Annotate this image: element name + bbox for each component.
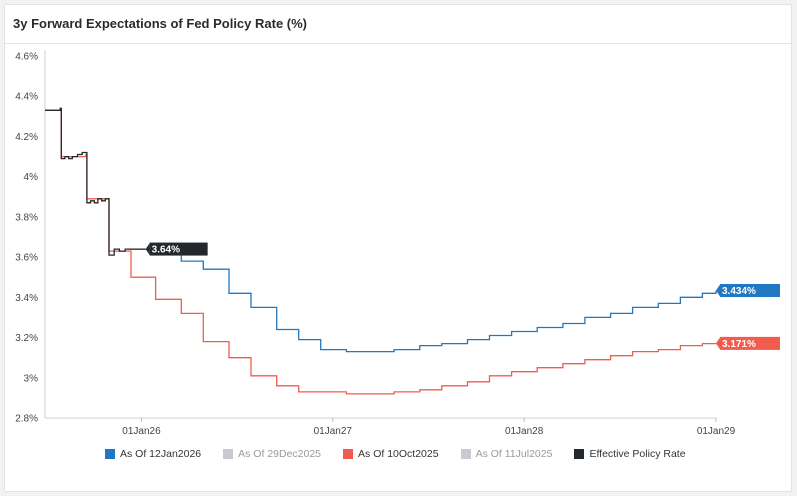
- y-tick-label: 4.4%: [15, 92, 38, 103]
- legend-label-29dec2025: As Of 29Dec2025: [238, 448, 322, 460]
- x-tick-label: 01Jan28: [505, 426, 544, 437]
- y-tick-label: 3.2%: [15, 333, 38, 344]
- chart-title: 3y Forward Expectations of Fed Policy Ra…: [13, 16, 308, 31]
- legend-item-effective-policy-rate[interactable]: Effective Policy Rate: [574, 448, 686, 460]
- end-label-12jan2026: 3.434%: [716, 283, 780, 297]
- series-effective-policy-rate-line: [45, 107, 146, 256]
- title-divider: [5, 43, 791, 44]
- end-label-text: 3.171%: [722, 339, 756, 350]
- legend-swatch-effective-policy-rate: [574, 449, 585, 459]
- y-tick-label: 4%: [24, 172, 39, 183]
- x-tick-label: 01Jan29: [697, 426, 736, 437]
- y-tick-label: 3%: [24, 373, 39, 384]
- legend-item-10oct2025[interactable]: As Of 10Oct2025: [343, 448, 439, 460]
- y-tick-label: 3.8%: [15, 212, 38, 223]
- legend: As Of 12Jan2026 As Of 29Dec2025 As Of 10…: [105, 446, 686, 462]
- series-10oct2025-line: [45, 109, 717, 395]
- legend-swatch-11jul2025: [460, 449, 471, 459]
- x-tick-label: 01Jan26: [122, 426, 161, 437]
- y-tick-label: 4.2%: [15, 132, 38, 143]
- end-label-box: [720, 336, 780, 350]
- legend-label-10oct2025: As Of 10Oct2025: [358, 448, 439, 460]
- end-label-10oct2025: 3.171%: [716, 336, 780, 350]
- y-tick-label: 2.8%: [15, 414, 38, 425]
- legend-label-effective-policy-rate: Effective Policy Rate: [589, 448, 686, 460]
- series-12jan2026-line: [129, 248, 717, 353]
- legend-label-12jan2026: As Of 12Jan2026: [120, 448, 202, 460]
- axis-layer: 4.6% 4.4% 4.2% 4% 3.8% 3.6% 3.4% 3.2% 3% 2.8% 01Ja…: [15, 50, 736, 437]
- end-label-box: [720, 283, 780, 297]
- legend-swatch-12jan2026: [105, 449, 115, 459]
- end-label-pointer: [716, 337, 720, 350]
- end-label-layer: 3.434% 3.171% 3.64%: [145, 242, 780, 350]
- end-label-box: [149, 242, 208, 256]
- chart-card: 3y Forward Expectations of Fed Policy Ra…: [4, 4, 792, 492]
- y-tick-label: 3.6%: [15, 253, 38, 264]
- end-label-pointer: [716, 284, 720, 297]
- x-tick-label: 01Jan27: [314, 426, 353, 437]
- end-label-effective-policy-rate: 3.64%: [145, 242, 208, 256]
- legend-item-12jan2026[interactable]: As Of 12Jan2026: [105, 448, 201, 460]
- y-tick-label: 3.4%: [15, 293, 38, 304]
- end-label-text: 3.64%: [152, 245, 180, 256]
- legend-item-11jul2025[interactable]: As Of 11Jul2025: [460, 448, 553, 460]
- y-tick-label: 4.6%: [15, 52, 38, 63]
- legend-swatch-10oct2025: [343, 449, 354, 459]
- end-label-text: 3.434%: [722, 286, 756, 297]
- legend-label-11jul2025: As Of 11Jul2025: [475, 448, 553, 460]
- legend-item-29dec2025[interactable]: As Of 29Dec2025: [223, 448, 321, 460]
- end-label-pointer: [145, 243, 150, 256]
- legend-swatch-29dec2025: [223, 449, 234, 459]
- series-layer: [45, 107, 717, 395]
